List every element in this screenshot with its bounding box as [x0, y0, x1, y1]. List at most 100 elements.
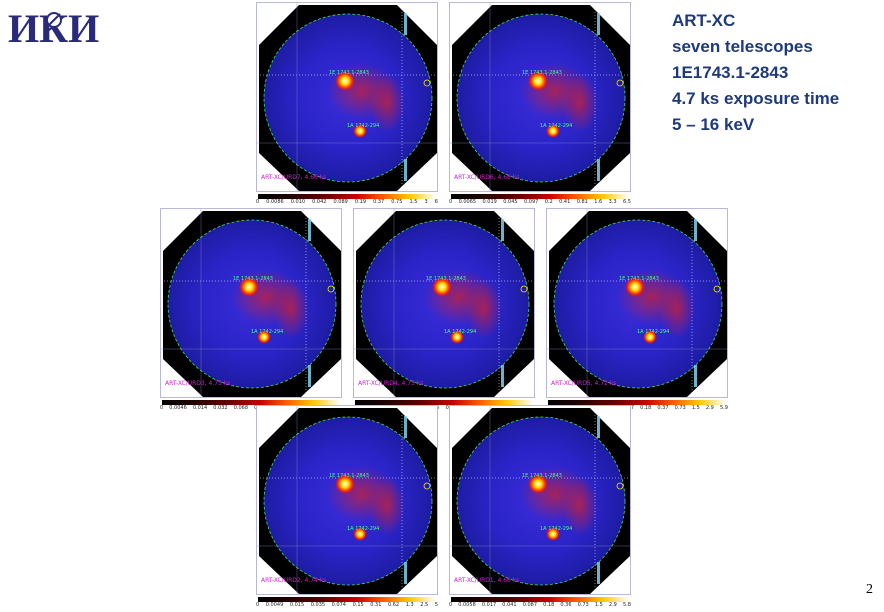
- source-1e1743: [528, 474, 548, 494]
- panel-urd4: 1E 1743.1-2843 1A 1742-294 ART-XC/URD4, …: [353, 208, 535, 414]
- colorbar-tick: 0.0049: [265, 602, 284, 608]
- colorbar-tick: 1.5: [691, 405, 700, 411]
- source-1e1743: [335, 71, 355, 91]
- fov-boundary: [456, 13, 626, 183]
- cyan-marker: [501, 365, 504, 387]
- colorbar-tick: 2.9: [705, 405, 714, 411]
- sky-image: 1E 1743.1-2843 1A 1742-294 ART-XC/URD6, …: [449, 2, 631, 192]
- colorbar-tick: 0.015: [289, 602, 305, 608]
- colorbar-tick: 3.3: [608, 199, 617, 205]
- source2-label: 1A 1742-294: [347, 123, 380, 129]
- source-name: 1E1743.1-2843: [672, 63, 789, 82]
- panel-urd3: 1E 1743.1-2843 1A 1742-294 ART-XC/URD3, …: [160, 208, 342, 414]
- colorbar-tick: 2.9: [608, 602, 617, 608]
- source-1a1742: [643, 330, 657, 344]
- colorbar-tick: 0.019: [482, 199, 497, 205]
- sky-map: [354, 209, 534, 397]
- colorbar-tick: 0.18: [543, 602, 555, 608]
- source-1a1742: [353, 124, 367, 138]
- colorbar-ticks: 0 0.0058 0.017 0.041 0.087 0.18 0.36 0.73 1.5 2.9…: [449, 602, 631, 611]
- diffuse-emission-east: [369, 73, 405, 133]
- source2-label: 1A 1742-294: [637, 329, 670, 335]
- cyan-marker: [694, 219, 697, 241]
- colorbar: [548, 400, 726, 405]
- colorbar-tick: 1.5: [409, 199, 418, 205]
- source-marker: [423, 79, 431, 87]
- fov-boundary: [263, 13, 433, 183]
- fov-boundary: [456, 416, 626, 586]
- source2-label: 1A 1742-294: [540, 526, 573, 532]
- colorbar-tick: 1.3: [405, 602, 414, 608]
- colorbar-tick: 3: [424, 199, 428, 205]
- colorbar-ticks: 0 0.0049 0.015 0.035 0.074 0.15 0.31 0.62 1.3 2.5…: [256, 602, 438, 611]
- panel-label: ART-XC/URD3, 4.73 ks: [165, 380, 231, 387]
- colorbar-tick: 0.089: [333, 199, 348, 205]
- source-1e1743: [625, 277, 645, 297]
- fov-boundary: [553, 219, 723, 389]
- source-1a1742: [450, 330, 464, 344]
- exposure-line: 4.7 ks exposure time: [672, 89, 840, 108]
- diffuse-emission-east: [562, 476, 598, 536]
- panel-urd7: 1E 1743.1-2843 1A 1742-294 ART-XC/URD7, …: [256, 2, 438, 208]
- colorbar-tick: 0.068: [233, 405, 249, 411]
- colorbar-tick: 0.2: [544, 199, 553, 205]
- colorbar-tick: 0.19: [354, 199, 367, 205]
- colorbar-tick: 0.36: [560, 602, 572, 608]
- sky-image: 1E 1743.1-2843 1A 1742-294 ART-XC/URD7, …: [256, 2, 438, 192]
- source1-label: 1E 1743.1-2843: [329, 473, 369, 479]
- sky-map: [161, 209, 341, 397]
- colorbar-ticks: 0 0.0065 0.019 0.045 0.097 0.2 0.41 0.81 1.6 3.3 6…: [449, 199, 631, 208]
- panel-label: ART-XC/URD2, 4.74 ks: [261, 577, 327, 584]
- colorbar-tick: 0: [256, 602, 260, 608]
- panel-urd1: 1E 1743.1-2843 1A 1742-294 ART-XC/URD1, …: [449, 405, 631, 611]
- colorbar: [355, 400, 533, 405]
- panel-label: ART-XC/URD7, 4.66 ks: [261, 174, 327, 181]
- diffuse-emission-east: [659, 279, 695, 339]
- cyan-marker: [404, 159, 407, 181]
- cyan-marker: [404, 416, 407, 438]
- source-1a1742: [546, 124, 560, 138]
- cyan-marker: [597, 562, 600, 584]
- source-1a1742: [546, 527, 560, 541]
- colorbar-tick: 6: [434, 199, 438, 205]
- diffuse-emission-east: [273, 279, 309, 339]
- cyan-marker: [501, 219, 504, 241]
- colorbar-tick: 0.045: [503, 199, 518, 205]
- diffuse-emission-east: [369, 476, 405, 536]
- source-marker: [520, 285, 528, 293]
- description-block: ART-XC seven telescopes 1E1743.1-2843 4.…: [672, 8, 882, 138]
- source1-label: 1E 1743.1-2843: [522, 473, 562, 479]
- colorbar-tick: 1.6: [594, 199, 603, 205]
- telescopes-line: seven telescopes: [672, 37, 813, 56]
- panel-urd2: 1E 1743.1-2843 1A 1742-294 ART-XC/URD2, …: [256, 405, 438, 611]
- cyan-marker: [404, 13, 407, 35]
- fov-boundary: [360, 219, 530, 389]
- cyan-marker: [597, 159, 600, 181]
- source1-label: 1E 1743.1-2843: [233, 276, 273, 282]
- sky-map: [450, 406, 630, 594]
- cyan-marker: [308, 365, 311, 387]
- colorbar-tick: 0: [449, 199, 453, 205]
- page-number: 2: [866, 582, 873, 597]
- colorbar-ticks: 0 0.0086 0.010 0.042 0.089 0.19 0.37 0.75 1.5 3 6: [256, 199, 438, 208]
- colorbar-tick: 0.014: [192, 405, 208, 411]
- colorbar-tick: 0.75: [391, 199, 403, 205]
- colorbar-tick: 0.37: [657, 405, 669, 411]
- diffuse-emission-east: [466, 279, 502, 339]
- diffuse-emission-east: [562, 73, 598, 133]
- sky-image: 1E 1743.1-2843 1A 1742-294 ART-XC/URD4, …: [353, 208, 535, 398]
- colorbar-tick: 0.074: [331, 602, 346, 608]
- instrument-title: ART-XC: [672, 11, 736, 30]
- source-marker: [713, 285, 721, 293]
- colorbar-tick: 0.31: [370, 602, 382, 608]
- colorbar-tick: 5.8: [622, 602, 631, 608]
- cyan-marker: [694, 365, 697, 387]
- panel-urd6: 1E 1743.1-2843 1A 1742-294 ART-XC/URD6, …: [449, 2, 631, 208]
- panel-label: ART-XC/URD1, 4.66 ks: [454, 577, 520, 584]
- cyan-marker: [404, 562, 407, 584]
- sky-map: [257, 3, 437, 191]
- source2-label: 1A 1742-294: [251, 329, 284, 335]
- colorbar-tick: 0.032: [213, 405, 228, 411]
- colorbar-tick: 2.5: [420, 602, 429, 608]
- colorbar-tick: 0.73: [674, 405, 686, 411]
